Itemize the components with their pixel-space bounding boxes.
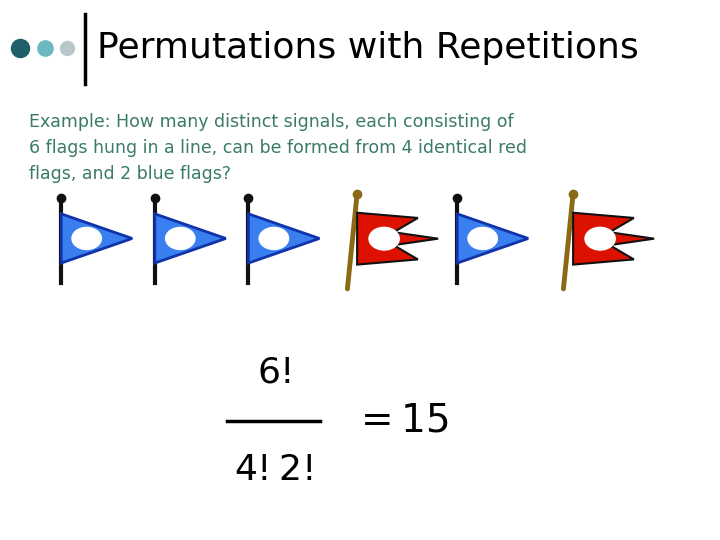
Circle shape xyxy=(166,227,195,249)
Polygon shape xyxy=(357,213,438,265)
Polygon shape xyxy=(155,214,226,263)
Text: $4!2!$: $4!2!$ xyxy=(234,453,313,487)
Text: $=15$: $=15$ xyxy=(353,403,449,440)
Circle shape xyxy=(468,227,498,249)
Text: Permutations with Repetitions: Permutations with Repetitions xyxy=(97,31,639,64)
Polygon shape xyxy=(248,214,320,263)
Text: d: d xyxy=(477,231,488,246)
Circle shape xyxy=(72,227,102,249)
Text: c: c xyxy=(269,231,279,246)
Text: $6!$: $6!$ xyxy=(256,356,291,389)
Text: Example: How many distinct signals, each consisting of
6 flags hung in a line, c: Example: How many distinct signals, each… xyxy=(29,113,527,183)
Text: a: a xyxy=(81,231,92,246)
Polygon shape xyxy=(457,214,528,263)
Polygon shape xyxy=(573,213,654,265)
Circle shape xyxy=(369,227,399,250)
Text: b: b xyxy=(595,231,606,246)
Circle shape xyxy=(585,227,615,250)
Circle shape xyxy=(259,227,289,249)
Polygon shape xyxy=(61,214,132,263)
Text: b: b xyxy=(175,231,186,246)
Text: a: a xyxy=(379,231,390,246)
